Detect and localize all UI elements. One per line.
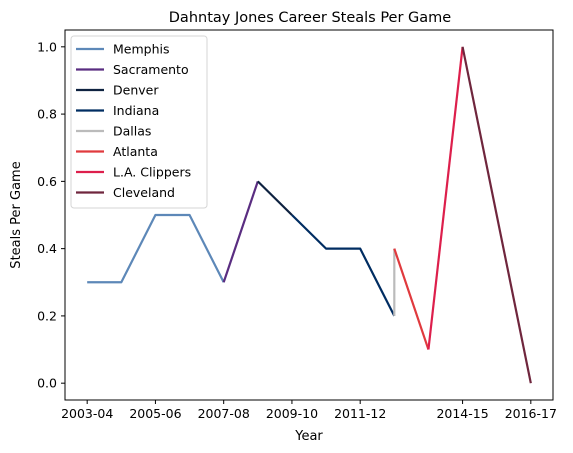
plot-area	[64, 29, 554, 401]
x-tick-label: 2011-12	[334, 406, 386, 421]
chart-title: Dahntay Jones Career Steals Per Game	[169, 10, 452, 26]
legend-frame	[70, 35, 208, 209]
legend-entry-label: Sacramento	[113, 62, 189, 77]
x-tick-label: 2014-15	[436, 406, 488, 421]
legend-entry-label: Dallas	[113, 124, 151, 139]
legend-entry-label: Cleveland	[113, 185, 175, 200]
x-tick-label: 2009-10	[266, 406, 318, 421]
x-tick-label: 2003-04	[61, 406, 113, 421]
series-line-indiana	[291, 214, 396, 317]
x-axis: 2003-04 2005-06 2007-08 2009-10 2011-12 2014-…	[61, 400, 557, 421]
x-tick-label: 2007-08	[198, 406, 250, 421]
y-tick-label: 0.8	[37, 107, 57, 122]
x-tick-label: 2005-06	[129, 406, 181, 421]
series-line-memphis	[87, 213, 225, 284]
y-tick-label: 0.4	[37, 241, 57, 256]
x-axis-label: Year	[294, 429, 323, 444]
legend: Memphis Sacramento Denver Indiana Dallas Atla…	[70, 35, 208, 209]
x-tick-label: 2016-17	[505, 406, 557, 421]
series-line-sacramento	[222, 181, 259, 283]
series-line-denver	[257, 180, 293, 216]
y-tick-label: 0.0	[37, 376, 57, 391]
legend-entry-label: Indiana	[113, 103, 159, 118]
y-tick-label: 1.0	[37, 39, 57, 54]
y-tick-label: 0.6	[37, 174, 57, 189]
series-layer	[87, 46, 532, 384]
y-tick-label: 0.2	[37, 308, 57, 323]
series-line-atlanta	[393, 248, 430, 350]
legend-entry-label: L.A. Clippers	[113, 165, 191, 180]
legend-entry-label: Denver	[113, 83, 159, 98]
y-axis-label: Steals Per Game	[9, 161, 24, 268]
y-axis: 0.0 0.2 0.4 0.6 0.8 1.0	[37, 39, 65, 391]
legend-entry-label: Memphis	[113, 42, 170, 57]
series-line-l-a-clippers	[427, 46, 464, 350]
legend-entry-label: Atlanta	[113, 144, 158, 159]
series-line-cleveland	[461, 46, 532, 384]
